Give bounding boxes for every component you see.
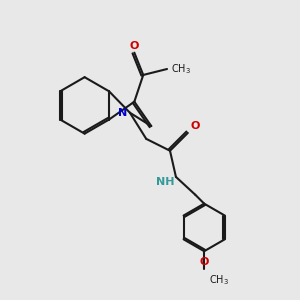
- Text: CH$_3$: CH$_3$: [171, 62, 190, 76]
- Text: NH: NH: [156, 177, 175, 187]
- Text: O: O: [130, 41, 139, 51]
- Text: N: N: [118, 108, 128, 118]
- Text: O: O: [200, 256, 209, 267]
- Text: O: O: [190, 122, 200, 131]
- Text: CH$_3$: CH$_3$: [208, 274, 229, 287]
